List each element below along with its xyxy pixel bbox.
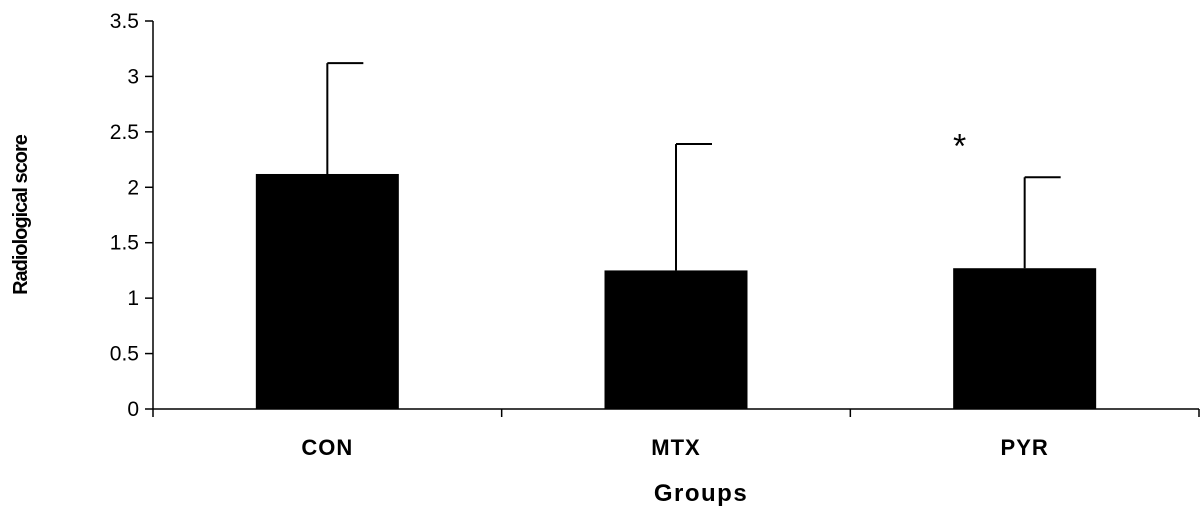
x-tick-label-con: CON — [301, 435, 353, 460]
plot-area: 0 0.5 1 1.5 2 2.5 3 3.5 CON MTX PYR * — [110, 10, 1200, 460]
y-tick-label-1: 0.5 — [110, 343, 139, 366]
y-axis-title: Radiological score — [10, 134, 32, 295]
bar-pyr — [953, 268, 1097, 409]
bar-mtx — [604, 270, 748, 409]
x-axis-title: Groups — [654, 480, 748, 507]
y-tick-label-0: 0 — [127, 398, 139, 421]
y-tick-label-2: 1 — [127, 287, 139, 310]
y-tick-label-7: 3.5 — [110, 10, 139, 33]
bar-con — [255, 173, 399, 409]
y-tick-label-4: 2 — [127, 176, 139, 199]
y-tick-label-6: 3 — [127, 65, 139, 88]
significance-marker-pyr: * — [953, 127, 966, 165]
y-tick-label-5: 2.5 — [110, 121, 139, 144]
y-tick-label-3: 1.5 — [110, 232, 139, 255]
x-tick-label-pyr: PYR — [1001, 435, 1049, 460]
x-tick-label-mtx: MTX — [651, 435, 700, 460]
